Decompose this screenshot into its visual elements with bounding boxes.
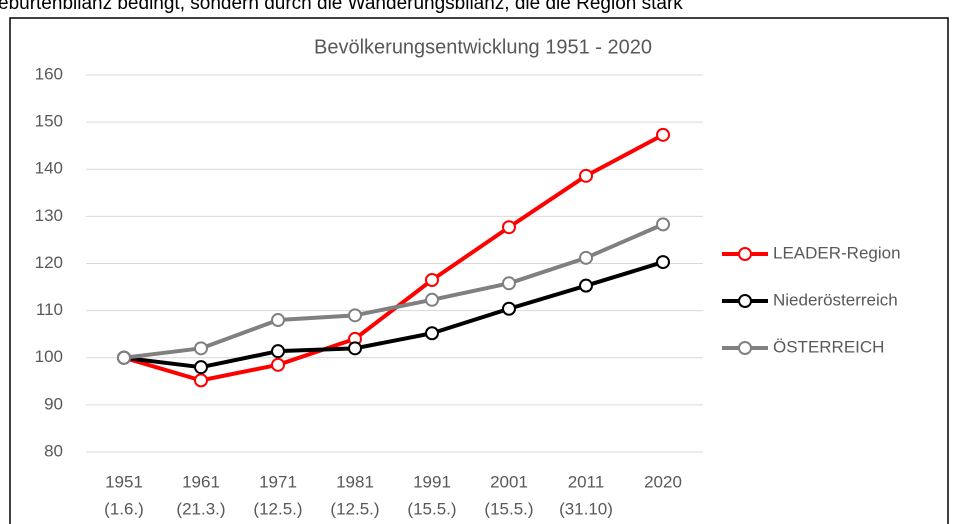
y-tick-label: 120 — [35, 253, 63, 272]
marker — [271, 313, 285, 328]
marker — [425, 272, 439, 287]
x-tick-label: 2001 — [490, 472, 528, 491]
marker — [194, 373, 208, 388]
legend-label: LEADER-Region — [773, 243, 901, 262]
x-tick-label: 1981 — [336, 472, 374, 491]
marker — [271, 344, 285, 359]
marker — [656, 217, 670, 232]
chart-title: Bevölkerungsentwicklung 1951 - 2020 — [314, 36, 652, 58]
marker — [502, 220, 516, 235]
marker — [271, 357, 285, 372]
marker — [194, 360, 208, 375]
page-text: eburtenbilanz bedingt, sondern durch die… — [0, 0, 683, 14]
x-tick-sublabel: (12.5.) — [330, 499, 379, 518]
x-tick-sublabel: (15.5.) — [484, 499, 533, 518]
y-tick-label: 110 — [36, 300, 63, 319]
x-tick-label: 1961 — [182, 472, 220, 491]
y-tick-label: 100 — [35, 347, 63, 366]
x-tick-sublabel: (1.6.) — [104, 499, 144, 518]
x-tick-sublabel: (31.10) — [559, 499, 613, 518]
marker — [117, 350, 131, 365]
x-tick-sublabel: (12.5.) — [253, 499, 302, 518]
series-line — [123, 260, 664, 370]
marker — [579, 250, 593, 265]
marker — [348, 341, 362, 356]
legend-marker — [738, 247, 752, 261]
x-tick-sublabel: (15.5.) — [407, 499, 456, 518]
marker — [348, 308, 362, 323]
x-tick-sublabel: (21.3.) — [176, 499, 225, 518]
legend-label: Niederösterreich — [773, 290, 898, 309]
x-tick-label: 1951 — [105, 472, 143, 491]
marker — [502, 276, 516, 291]
y-tick-label: 80 — [44, 441, 63, 460]
x-tick-label: 1971 — [259, 472, 297, 491]
legend-marker — [738, 341, 752, 355]
y-tick-label: 90 — [44, 394, 63, 413]
legend-label: ÖSTERREICH — [773, 337, 884, 356]
marker — [425, 326, 439, 341]
marker — [579, 168, 593, 183]
series-line — [123, 222, 664, 360]
marker — [656, 127, 670, 142]
marker — [502, 301, 516, 316]
marker — [656, 255, 670, 270]
x-tick-label: 2020 — [644, 472, 682, 491]
marker — [425, 292, 439, 307]
x-tick-label: 1991 — [413, 472, 451, 491]
x-tick-label: 2011 — [568, 472, 605, 491]
y-tick-label: 130 — [35, 206, 63, 225]
y-tick-label: 150 — [35, 112, 63, 131]
legend-marker — [738, 294, 752, 308]
marker — [579, 278, 593, 293]
y-tick-label: 160 — [35, 64, 63, 83]
y-tick-label: 140 — [35, 159, 63, 178]
marker — [194, 341, 208, 356]
chart-frame — [9, 17, 949, 524]
